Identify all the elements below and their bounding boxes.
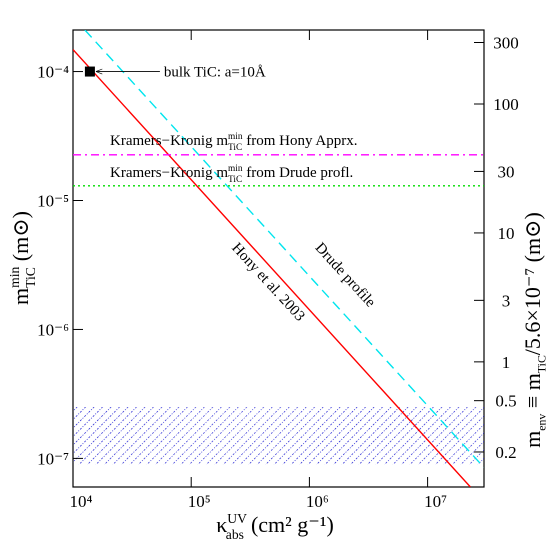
text-part: Kramers−Kronig m <box>110 165 228 181</box>
superscript: UV <box>227 511 247 526</box>
y2-tick-label: 3 <box>502 291 511 310</box>
subscript: TiC <box>228 175 242 185</box>
data-point <box>84 66 95 77</box>
superscript: min <box>7 267 22 288</box>
text-part: m <box>8 288 33 305</box>
y2-tick-label: 100 <box>493 95 519 114</box>
y-axis-label: mminTiC​ (m⊙) <box>7 211 38 305</box>
subscript: TiC <box>535 355 549 373</box>
text-part: m <box>520 431 545 448</box>
y2-tick-label: 0.5 <box>495 392 516 411</box>
annotation: bulk TiC: a=10Å <box>164 65 266 81</box>
series-label: Drude profile <box>312 240 379 311</box>
text-part: /5.6×10⁻⁷ (m⊙) <box>520 212 545 355</box>
x-tick-label: 10⁵ <box>188 492 211 511</box>
y-tick-label: 10⁻⁵ <box>37 191 69 210</box>
series-line <box>73 49 471 487</box>
subscript: abs <box>226 527 244 542</box>
subscript: TiC <box>228 143 242 153</box>
x-tick-label: 10⁷ <box>424 492 447 511</box>
text-part: from Drude profl. <box>242 165 353 181</box>
y2-axis-label: menv​ ≡ mTiC​/5.6×10⁻⁷ (m⊙) <box>520 212 549 448</box>
plot-area <box>73 30 484 487</box>
superscript: min <box>228 164 243 174</box>
y2-tick-label: 300 <box>493 33 519 52</box>
text-part: (m⊙) <box>8 211 33 267</box>
series-label: Kramers−Kronig mminTiC​ from Hony Apprx. <box>110 132 357 153</box>
superscript: min <box>228 132 243 142</box>
text-part: (cm² g⁻¹) <box>245 512 333 537</box>
series-label: Hony et al. 2003 <box>228 240 307 325</box>
y-tick-label: 10⁻⁶ <box>37 320 69 339</box>
y-tick-label: 10⁻⁴ <box>37 63 69 82</box>
y2-tick-label: 10 <box>498 224 515 243</box>
subscript: env <box>535 414 549 431</box>
series-line <box>84 30 484 468</box>
plot-frame <box>72 29 485 488</box>
text-part: Hony et al. 2003 <box>228 240 307 325</box>
text-part: ≡ m <box>520 373 545 414</box>
y-tick-label: 10⁻⁷ <box>37 449 69 468</box>
x-tick-label: 10⁶ <box>306 492 329 511</box>
series-label: Kramers−Kronig mminTiC​ from Drude profl… <box>110 164 353 185</box>
y2-tick-label: 0.2 <box>495 443 516 462</box>
text-part: κ <box>216 512 227 537</box>
y2-tick-label: 1 <box>502 353 511 372</box>
text-part: Kramers−Kronig m <box>110 133 228 149</box>
x-tick-label: 10⁴ <box>70 492 93 511</box>
text-part: Drude profile <box>312 240 379 311</box>
subscript: TiC <box>23 267 38 288</box>
text-part: from Hony Apprx. <box>242 133 357 149</box>
hatched-band <box>73 407 484 465</box>
y2-tick-label: 30 <box>498 162 515 181</box>
